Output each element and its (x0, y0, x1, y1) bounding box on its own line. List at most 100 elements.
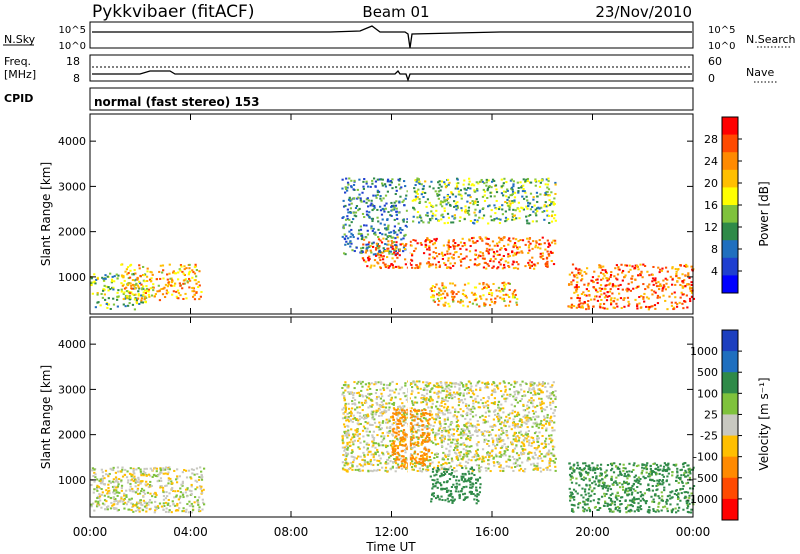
velocity-echo-cell (521, 449, 525, 452)
power-echo-cell (442, 303, 445, 306)
velocity-echo-cell (442, 463, 445, 466)
velocity-echo-cell (355, 457, 358, 460)
velocity-echo-cell (197, 501, 200, 504)
power-echo-cell (510, 186, 514, 189)
power-echo-cell (451, 215, 454, 218)
power-echo-cell (492, 282, 495, 285)
velocity-echo-cell (494, 384, 497, 387)
power-echo-cell (611, 284, 615, 287)
power-echo-cell (180, 265, 183, 268)
velocity-echo-cell (349, 391, 352, 394)
velocity-echo-cell (165, 491, 168, 494)
velocity-echo-cell (142, 489, 146, 492)
power-echo-cell (167, 283, 170, 286)
power-echo-cell (365, 180, 368, 183)
power-echo-cell (346, 186, 349, 189)
power-echo-cell (544, 183, 547, 186)
velocity-echo-cell (415, 443, 418, 446)
power-echo-cell (578, 297, 582, 300)
power-echo-cell (535, 214, 538, 217)
velocity-echo-cell (431, 461, 434, 464)
velocity-echo-cell (527, 430, 531, 433)
power-echo-cell (498, 222, 502, 225)
power-echo-cell (568, 283, 571, 286)
velocity-echo-cell (469, 382, 472, 385)
velocity-echo-cell (416, 387, 419, 390)
power-echo-cell (512, 185, 515, 188)
velocity-echo-cell (521, 380, 524, 383)
power-echo-cell (612, 306, 615, 309)
velocity-echo-cell (123, 473, 127, 476)
velocity-echo-cell (498, 415, 501, 418)
power-echo-cell (386, 235, 389, 238)
velocity-echo-cell (421, 398, 424, 401)
velocity-echo-cell (503, 443, 506, 446)
power-echo-cell (497, 218, 500, 221)
velocity-echo-cell (474, 459, 477, 462)
velocity-echo-cell (543, 441, 546, 444)
power-echo-cell (422, 196, 425, 199)
velocity-echo-cell (536, 447, 539, 450)
velocity-echo-cell (458, 394, 462, 397)
power-echo-cell (411, 199, 414, 202)
power-echo-cell (536, 210, 539, 213)
power-echo-cell (611, 285, 614, 288)
velocity-echo-cell (360, 389, 363, 392)
velocity-echo-cell (374, 446, 377, 449)
velocity-echo-cell (528, 441, 531, 444)
power-echo-cell (578, 268, 581, 271)
power-echo-cell (456, 204, 459, 207)
power-echo-cell (432, 289, 436, 292)
velocity-echo-cell (414, 423, 417, 426)
velocity-echo-cell (361, 404, 364, 407)
power-echo-cell (592, 281, 595, 284)
power-echo-cell (500, 186, 503, 189)
velocity-echo-cell (527, 411, 531, 414)
power-echo-cell (95, 278, 98, 281)
velocity-echo-cell (542, 424, 545, 427)
velocity-echo-cell (402, 432, 405, 435)
power-echo-cell (449, 262, 452, 265)
power-echo-cell (428, 241, 432, 244)
power-echo-cell (449, 246, 452, 249)
power-echo-cell (376, 194, 379, 197)
velocity-echo-cell (120, 480, 123, 483)
power-echo-cell (499, 263, 502, 266)
power-echo-cell (534, 212, 537, 215)
power-echo-cell (376, 191, 380, 194)
power-echo-cell (473, 292, 476, 295)
velocity-echo-cell (424, 449, 428, 452)
velocity-echo-cell (341, 439, 344, 442)
velocity-echo-cell (529, 384, 532, 387)
velocity-echo-cell (455, 475, 458, 478)
power-echo-cell (429, 204, 433, 207)
velocity-echo-cell (379, 405, 382, 408)
velocity-echo-cell (511, 412, 514, 415)
power-echo-cell (604, 269, 607, 272)
power-echo-cell (535, 191, 539, 194)
velocity-echo-cell (482, 405, 485, 408)
velocity-echo-cell (486, 386, 489, 389)
power-echo-cell (375, 242, 379, 245)
velocity-echo-cell (459, 381, 462, 384)
velocity-echo-cell (396, 419, 399, 422)
power-echo-cell (453, 205, 456, 208)
velocity-echo-cell (534, 410, 537, 413)
power-echo-cell (474, 253, 477, 256)
power-echo-cell (137, 290, 140, 293)
power-echo-cell (395, 207, 398, 210)
power-echo-cell (379, 209, 383, 212)
colorbar-segment (722, 257, 738, 276)
power-echo-cell (544, 192, 547, 195)
velocity-echo-cell (537, 393, 541, 396)
velocity-echo-cell (450, 457, 454, 460)
velocity-echo-cell (375, 397, 378, 400)
power-echo-cell (362, 246, 365, 249)
power-echo-cell (583, 300, 586, 303)
power-echo-cell (445, 184, 449, 187)
power-echo-cell (530, 181, 533, 184)
velocity-echo-cell (429, 462, 432, 465)
power-echo-cell (391, 242, 394, 245)
power-echo-cell (503, 266, 506, 269)
power-echo-cell (170, 281, 174, 284)
